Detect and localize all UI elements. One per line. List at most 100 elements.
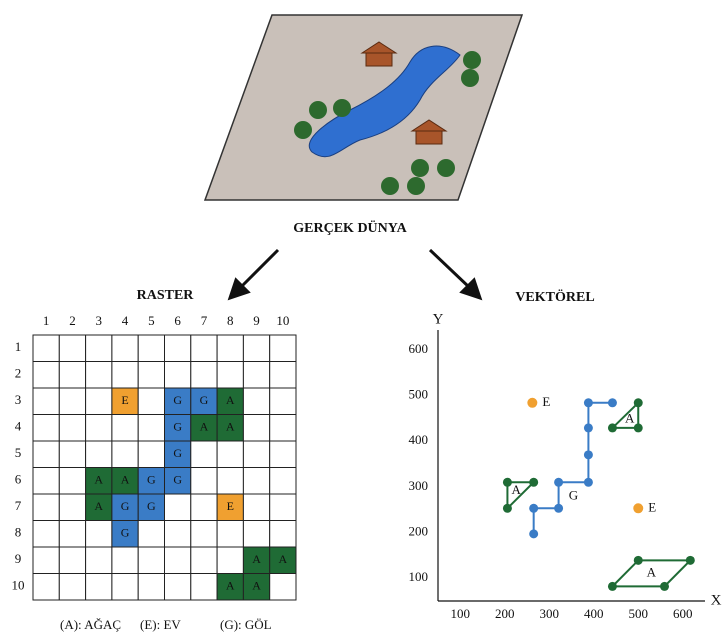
cell bbox=[85, 546, 113, 574]
cell-label: G bbox=[121, 499, 130, 513]
x-tick-label: 400 bbox=[584, 606, 604, 621]
vertex bbox=[502, 503, 512, 513]
cell-label: G bbox=[121, 526, 130, 540]
cell bbox=[242, 493, 271, 521]
cell bbox=[190, 546, 218, 574]
cell bbox=[269, 387, 297, 415]
cell bbox=[269, 440, 297, 468]
cell-label: G bbox=[147, 473, 156, 487]
cell bbox=[85, 414, 113, 442]
cell bbox=[58, 520, 87, 548]
real-world-illustration bbox=[203, 14, 524, 201]
y-tick-label: 200 bbox=[409, 523, 429, 538]
cell bbox=[164, 546, 192, 574]
column-label: 3 bbox=[96, 313, 103, 328]
cell-label: A bbox=[226, 393, 235, 407]
cell bbox=[216, 493, 244, 521]
cell bbox=[242, 334, 271, 362]
cell-label: A bbox=[94, 473, 103, 487]
row-label: 10 bbox=[12, 578, 25, 593]
cell bbox=[32, 361, 60, 389]
cell bbox=[190, 334, 218, 362]
vertex bbox=[583, 450, 593, 460]
line-feature bbox=[532, 401, 613, 534]
row-label: 4 bbox=[15, 419, 22, 434]
vector-plot: Y X 100 200 300 400 500 600 100 200 300 400 500 600… bbox=[409, 311, 722, 621]
x-tick-label: 600 bbox=[673, 606, 693, 621]
cell bbox=[32, 440, 60, 468]
column-label: 10 bbox=[276, 313, 289, 328]
vertex bbox=[583, 398, 593, 408]
cell-label: G bbox=[173, 473, 182, 487]
cell bbox=[58, 387, 87, 415]
x-tick-label: 100 bbox=[451, 606, 471, 621]
y-tick-label: 100 bbox=[409, 569, 429, 584]
y-tick-label: 300 bbox=[409, 478, 429, 493]
cell bbox=[85, 361, 113, 389]
vertex bbox=[607, 423, 617, 433]
y-tick-label: 400 bbox=[409, 432, 429, 447]
vertex bbox=[583, 477, 593, 487]
cell bbox=[269, 520, 297, 548]
cell-label: G bbox=[200, 393, 209, 407]
vertex bbox=[554, 477, 564, 487]
column-label: 9 bbox=[253, 313, 260, 328]
legend: (A): AĞAÇ (E): EV (G): GÖL bbox=[60, 617, 272, 632]
cell bbox=[190, 361, 218, 389]
line-label: G bbox=[569, 487, 578, 502]
cell bbox=[58, 546, 87, 574]
cell bbox=[269, 361, 297, 389]
cell bbox=[216, 546, 244, 574]
row-label: 7 bbox=[15, 498, 22, 513]
cell bbox=[242, 546, 271, 574]
cell bbox=[164, 414, 192, 442]
row-label: 5 bbox=[15, 445, 22, 460]
cell-label: A bbox=[121, 473, 130, 487]
cell bbox=[216, 361, 244, 389]
vertex bbox=[633, 423, 643, 433]
polygon-label: A bbox=[511, 482, 521, 497]
vertex bbox=[607, 398, 617, 408]
cell bbox=[85, 387, 113, 415]
cell bbox=[137, 546, 165, 574]
cell bbox=[269, 493, 297, 521]
cell bbox=[216, 520, 244, 548]
row-label: 8 bbox=[15, 525, 22, 540]
cell bbox=[269, 414, 297, 442]
polygon-feature bbox=[506, 481, 537, 511]
cell bbox=[85, 520, 113, 548]
vertex bbox=[607, 581, 617, 591]
cell bbox=[85, 334, 113, 362]
vertex bbox=[529, 477, 539, 487]
cell bbox=[216, 440, 244, 468]
cell bbox=[85, 573, 113, 601]
legend-item: (G): GÖL bbox=[220, 617, 272, 632]
cell bbox=[269, 334, 297, 362]
cell-label: E bbox=[121, 393, 128, 407]
cell-label: A bbox=[200, 420, 209, 434]
cell bbox=[190, 573, 218, 601]
vertex bbox=[633, 398, 643, 408]
cell bbox=[111, 440, 139, 468]
y-tick-label: 600 bbox=[409, 341, 429, 356]
cell-label: E bbox=[227, 499, 234, 513]
cell bbox=[164, 334, 192, 362]
cell bbox=[111, 546, 139, 574]
row-label: 2 bbox=[15, 366, 22, 381]
cell bbox=[269, 467, 297, 495]
cell bbox=[85, 440, 113, 468]
column-label: 4 bbox=[122, 313, 129, 328]
row-label: 3 bbox=[15, 392, 22, 407]
cell bbox=[164, 520, 192, 548]
cell bbox=[164, 361, 192, 389]
cell bbox=[164, 493, 192, 521]
cell bbox=[32, 520, 60, 548]
cell bbox=[32, 414, 60, 442]
cell bbox=[111, 361, 139, 389]
row-label: 9 bbox=[15, 551, 22, 566]
legend-item: (A): AĞAÇ bbox=[60, 617, 121, 632]
cell bbox=[190, 467, 218, 495]
cell bbox=[164, 387, 192, 415]
cell bbox=[137, 440, 165, 468]
